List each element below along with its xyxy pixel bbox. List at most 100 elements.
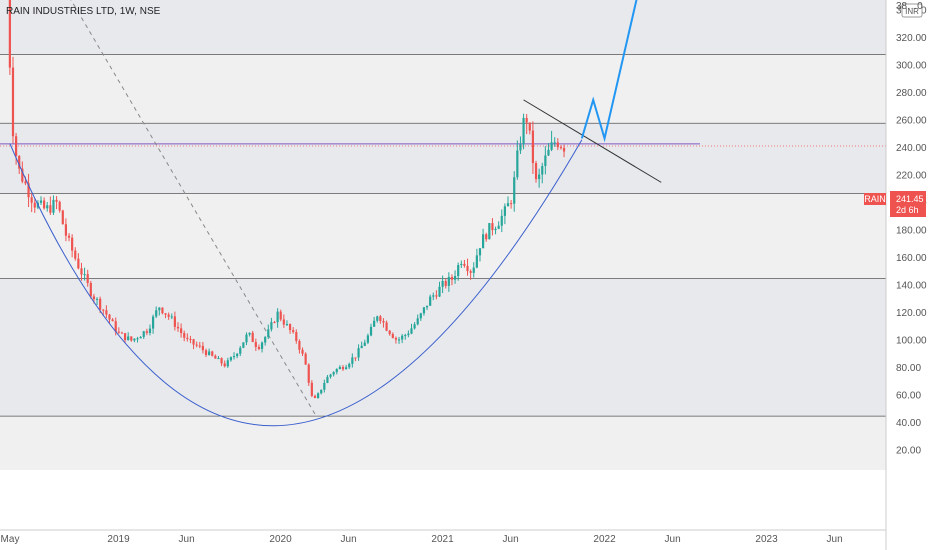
candle-body <box>111 319 114 322</box>
candle-body <box>183 333 186 338</box>
candle-body <box>397 339 401 341</box>
candle-body <box>257 346 261 349</box>
candle-body <box>71 237 74 251</box>
candle-body <box>46 205 49 209</box>
candle-body <box>478 248 482 256</box>
candle-body <box>388 330 391 335</box>
y-tick-label: 80.00 <box>896 363 921 374</box>
candle-body <box>108 314 111 320</box>
candle-body <box>180 328 183 334</box>
candle-body <box>385 322 388 331</box>
candle-body <box>223 363 226 367</box>
candle-body <box>419 313 422 319</box>
y-tick-label: 40.00 <box>896 418 921 429</box>
candle-body <box>522 117 525 145</box>
candle-body <box>438 286 441 297</box>
candle-body <box>562 147 566 152</box>
currency-label: INR <box>905 7 919 16</box>
x-tick-label: May <box>1 534 20 545</box>
candle-body <box>8 0 11 68</box>
candle-body <box>195 344 198 346</box>
candle-body <box>80 268 83 275</box>
currency-badge[interactable]: INR <box>901 3 923 18</box>
range-band-0 <box>0 0 886 55</box>
candle-body <box>503 206 506 216</box>
candle-body <box>469 271 472 273</box>
candle-body <box>95 298 99 300</box>
candle-body <box>192 339 195 345</box>
candle-body <box>341 367 345 370</box>
candle-body <box>525 117 528 123</box>
candle-body <box>136 338 139 340</box>
candle-body <box>130 336 133 341</box>
candle-body <box>30 197 33 203</box>
candle-body <box>27 183 30 198</box>
x-tick-label: 2021 <box>431 534 454 545</box>
candle-body <box>226 360 229 367</box>
x-tick-label: 2022 <box>593 534 616 545</box>
candle-body <box>335 369 338 373</box>
candle-body <box>497 225 500 229</box>
candle-body <box>270 322 273 330</box>
candle-body <box>463 263 466 266</box>
candle-body <box>435 295 438 297</box>
candle-body <box>547 149 550 156</box>
candle-body <box>86 274 89 284</box>
candle-body <box>123 333 127 341</box>
x-tick-label: 2023 <box>755 534 778 545</box>
candle-body <box>292 330 295 333</box>
candle-body <box>220 358 223 364</box>
candle-body <box>363 342 366 346</box>
y-tick-label: 100.00 <box>896 336 927 347</box>
candle-body <box>391 334 394 338</box>
candle-body <box>425 305 429 308</box>
range-band-1 <box>0 123 886 194</box>
candle-body <box>354 357 357 359</box>
candle-body <box>351 357 354 364</box>
candle-body <box>264 337 267 343</box>
candle-body <box>531 130 535 164</box>
candle-body <box>382 320 385 323</box>
candle-body <box>534 163 538 180</box>
candle-body <box>11 67 15 137</box>
candle-body <box>83 274 86 276</box>
candle-body <box>74 250 77 259</box>
candle-body <box>139 336 142 339</box>
candle-body <box>506 203 510 207</box>
candle-body <box>214 355 217 359</box>
candle-body <box>323 382 326 390</box>
candle-body <box>52 199 55 213</box>
candle-body <box>491 223 494 231</box>
candle-body <box>295 332 298 341</box>
candle-body <box>217 358 220 360</box>
candle-body <box>510 203 513 205</box>
candle-body <box>49 205 52 213</box>
candle-body <box>466 265 469 272</box>
y-tick-label: 320.00 <box>896 33 927 44</box>
candle-body <box>429 296 432 306</box>
y-tick-partial-top: 38…0 <box>896 1 923 12</box>
candle-body <box>127 336 130 341</box>
candle-body <box>513 177 516 204</box>
candle-body <box>282 319 285 325</box>
candle-body <box>432 295 435 297</box>
candle-body <box>102 309 105 311</box>
candle-body <box>538 174 541 180</box>
candle-body <box>376 316 379 321</box>
y-tick-label: 160.00 <box>896 253 927 264</box>
candle-body <box>519 144 522 151</box>
candle-body <box>541 166 544 175</box>
candle-body <box>313 395 317 398</box>
candle-body <box>99 298 102 310</box>
x-tick-label: Jun <box>179 534 195 545</box>
price-tag-symbol: RAIN <box>864 193 886 205</box>
candle-body <box>33 202 36 208</box>
y-tick-label: 280.00 <box>896 88 927 99</box>
candle-body <box>366 335 370 343</box>
x-tick-label: 2020 <box>269 534 292 545</box>
candle-body <box>120 332 124 334</box>
candle-body <box>472 267 475 273</box>
candle-body <box>251 332 254 342</box>
candle-body <box>481 234 485 249</box>
